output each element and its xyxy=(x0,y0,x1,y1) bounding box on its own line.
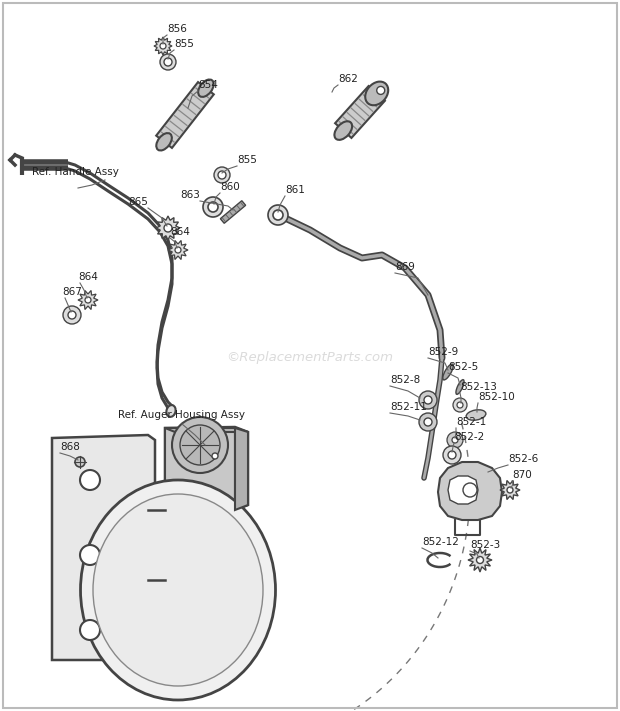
Circle shape xyxy=(160,43,166,49)
Circle shape xyxy=(214,167,230,183)
Text: 852-8: 852-8 xyxy=(390,375,420,385)
Polygon shape xyxy=(448,476,478,504)
Polygon shape xyxy=(168,240,188,260)
Text: Ref. Auger Housing Assy: Ref. Auger Housing Assy xyxy=(118,410,246,420)
Ellipse shape xyxy=(81,480,275,700)
Circle shape xyxy=(443,446,461,464)
Circle shape xyxy=(268,205,288,225)
Circle shape xyxy=(507,487,513,493)
Ellipse shape xyxy=(334,122,352,140)
Ellipse shape xyxy=(365,82,388,105)
Text: 852-9: 852-9 xyxy=(428,347,458,357)
Text: 861: 861 xyxy=(285,185,305,195)
Polygon shape xyxy=(156,82,214,148)
Circle shape xyxy=(424,418,432,426)
Polygon shape xyxy=(156,216,180,240)
Circle shape xyxy=(377,87,385,95)
Circle shape xyxy=(160,54,176,70)
Text: 864: 864 xyxy=(170,227,190,237)
Text: 862: 862 xyxy=(338,74,358,84)
Polygon shape xyxy=(335,86,385,138)
Circle shape xyxy=(80,545,100,565)
Text: 852-12: 852-12 xyxy=(422,537,459,547)
Ellipse shape xyxy=(466,410,486,420)
Polygon shape xyxy=(235,428,248,510)
Text: 860: 860 xyxy=(220,182,240,192)
Text: 863: 863 xyxy=(180,190,200,200)
Circle shape xyxy=(63,306,81,324)
Text: 867: 867 xyxy=(62,287,82,297)
Circle shape xyxy=(218,171,226,179)
Circle shape xyxy=(452,437,458,443)
Circle shape xyxy=(273,210,283,220)
Ellipse shape xyxy=(156,133,172,151)
Circle shape xyxy=(164,58,172,66)
Ellipse shape xyxy=(93,494,263,686)
Circle shape xyxy=(80,470,100,490)
Text: 869: 869 xyxy=(395,262,415,272)
Text: 854: 854 xyxy=(198,80,218,90)
Text: 852-11: 852-11 xyxy=(390,402,427,412)
Polygon shape xyxy=(220,201,246,223)
Ellipse shape xyxy=(166,405,175,417)
Text: 852-2: 852-2 xyxy=(454,432,484,442)
Polygon shape xyxy=(52,435,155,660)
Polygon shape xyxy=(165,428,248,432)
Text: 870: 870 xyxy=(512,470,532,480)
Circle shape xyxy=(448,451,456,459)
Circle shape xyxy=(85,297,91,303)
Circle shape xyxy=(477,557,484,564)
Circle shape xyxy=(164,224,172,232)
Circle shape xyxy=(453,398,467,412)
Ellipse shape xyxy=(443,364,453,380)
Circle shape xyxy=(419,413,437,431)
Ellipse shape xyxy=(198,80,214,97)
Text: 852-10: 852-10 xyxy=(478,392,515,402)
Circle shape xyxy=(424,396,432,404)
Text: 856: 856 xyxy=(167,24,187,34)
Circle shape xyxy=(75,457,85,467)
Circle shape xyxy=(419,391,437,409)
Circle shape xyxy=(463,483,477,497)
Circle shape xyxy=(457,402,463,408)
Polygon shape xyxy=(78,291,98,309)
Text: 868: 868 xyxy=(60,442,80,452)
Polygon shape xyxy=(165,427,248,510)
Polygon shape xyxy=(468,548,492,572)
Circle shape xyxy=(212,453,218,459)
Circle shape xyxy=(175,247,181,253)
Circle shape xyxy=(447,432,463,448)
Text: 852-1: 852-1 xyxy=(456,417,486,427)
Text: 852-5: 852-5 xyxy=(448,362,478,372)
Circle shape xyxy=(172,417,228,473)
Text: 865: 865 xyxy=(128,197,148,207)
Text: 852-13: 852-13 xyxy=(460,382,497,392)
Polygon shape xyxy=(438,462,502,520)
Polygon shape xyxy=(500,481,520,500)
Ellipse shape xyxy=(456,380,464,395)
Text: ©ReplacementParts.com: ©ReplacementParts.com xyxy=(226,351,394,365)
Circle shape xyxy=(180,425,220,465)
Polygon shape xyxy=(165,428,235,510)
Circle shape xyxy=(208,202,218,212)
Text: 852-3: 852-3 xyxy=(470,540,500,550)
Text: 855: 855 xyxy=(237,155,257,165)
Circle shape xyxy=(203,197,223,217)
Polygon shape xyxy=(154,37,172,55)
Text: 855: 855 xyxy=(174,39,194,49)
Text: 864: 864 xyxy=(78,272,98,282)
Text: 852-6: 852-6 xyxy=(508,454,538,464)
Circle shape xyxy=(68,311,76,319)
Circle shape xyxy=(80,620,100,640)
Text: Ref. Handle Assy: Ref. Handle Assy xyxy=(32,167,119,177)
